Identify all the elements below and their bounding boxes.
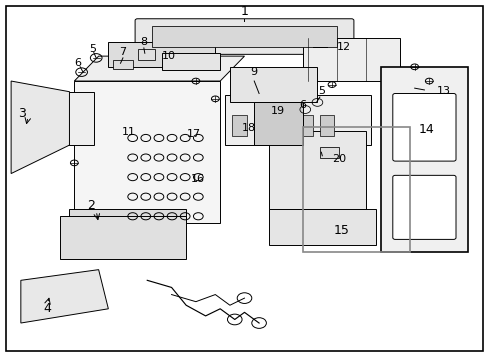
Text: 20: 20	[331, 154, 346, 163]
Text: 4: 4	[43, 302, 51, 315]
Polygon shape	[21, 270, 108, 323]
Bar	[254, 115, 268, 136]
FancyBboxPatch shape	[74, 81, 220, 224]
Text: 7: 7	[119, 47, 126, 57]
Bar	[152, 26, 336, 47]
Bar	[162, 53, 220, 70]
Text: 1: 1	[240, 5, 248, 18]
Bar	[108, 42, 215, 67]
Text: 11: 11	[122, 127, 136, 137]
Bar	[297, 115, 312, 136]
Bar	[319, 147, 339, 158]
FancyBboxPatch shape	[380, 67, 467, 252]
Polygon shape	[74, 56, 244, 81]
Text: 12: 12	[336, 42, 350, 52]
Text: 15: 15	[333, 224, 349, 237]
Text: 16: 16	[191, 174, 205, 184]
Bar	[302, 127, 409, 252]
Text: 19: 19	[270, 106, 284, 116]
Text: 17: 17	[186, 129, 200, 139]
Text: 3: 3	[18, 107, 26, 120]
Bar	[319, 115, 334, 136]
Bar	[268, 131, 366, 209]
FancyBboxPatch shape	[135, 19, 353, 54]
Text: 5: 5	[317, 86, 324, 96]
Bar	[224, 95, 370, 145]
Text: 6: 6	[75, 58, 81, 68]
Text: 18: 18	[242, 123, 256, 133]
Bar	[254, 102, 302, 145]
Text: 6: 6	[299, 100, 305, 110]
Bar	[232, 115, 246, 136]
Polygon shape	[11, 81, 69, 174]
FancyBboxPatch shape	[392, 175, 455, 239]
Text: 10: 10	[162, 51, 176, 61]
Bar	[137, 49, 154, 60]
Bar	[113, 60, 132, 69]
Text: 8: 8	[140, 37, 147, 47]
FancyBboxPatch shape	[60, 216, 186, 259]
Text: 2: 2	[87, 199, 95, 212]
Text: 5: 5	[89, 44, 96, 54]
Bar	[276, 115, 290, 136]
FancyBboxPatch shape	[392, 94, 455, 161]
Bar	[229, 67, 317, 102]
FancyBboxPatch shape	[302, 38, 399, 81]
Bar	[268, 209, 375, 245]
Polygon shape	[69, 209, 186, 224]
Text: 13: 13	[436, 86, 449, 96]
Bar	[64, 92, 94, 145]
Text: 14: 14	[418, 122, 434, 136]
Text: 9: 9	[250, 67, 257, 77]
